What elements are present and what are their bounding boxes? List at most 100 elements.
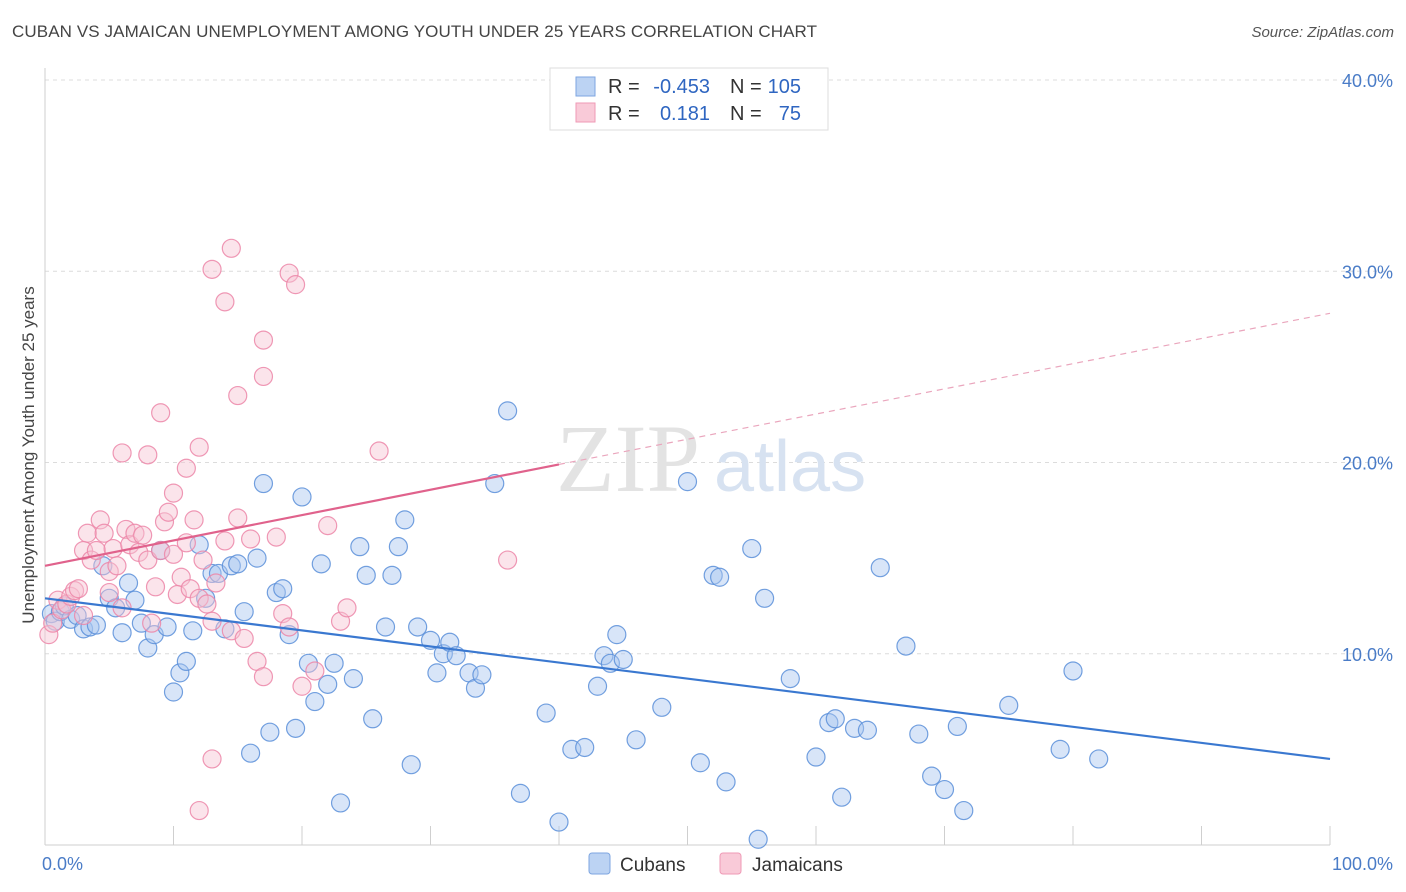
point-cubans [1050, 739, 1070, 759]
point-cubans [234, 602, 254, 622]
legend-r-label: R = [608, 76, 640, 98]
point-jamaicans [202, 611, 222, 631]
point-cubans [330, 793, 351, 813]
series-layer [39, 238, 1109, 849]
point-cubans [292, 487, 312, 507]
point-cubans [131, 613, 151, 633]
point-cubans [754, 588, 775, 608]
point-jamaicans [73, 605, 94, 626]
point-cubans [363, 709, 383, 729]
legend-r-label: R = [608, 103, 640, 125]
source-label: Source: ZipAtlas.com [1251, 24, 1394, 41]
point-cubans [388, 537, 408, 557]
point-cubans [510, 783, 531, 803]
legend-r-value: -0.453 [653, 76, 710, 98]
point-cubans [324, 653, 344, 673]
point-cubans [118, 573, 139, 593]
point-cubans [710, 567, 730, 587]
point-jamaicans [305, 661, 325, 681]
point-jamaicans [318, 516, 338, 536]
point-cubans [86, 615, 107, 635]
point-jamaicans [197, 594, 217, 614]
point-cubans [163, 682, 184, 702]
point-cubans [999, 695, 1019, 715]
point-jamaicans [176, 458, 196, 478]
point-cubans [690, 753, 710, 773]
point-jamaicans [498, 550, 518, 570]
point-cubans [832, 787, 852, 807]
point-jamaicans [151, 403, 171, 423]
point-cubans [716, 772, 736, 792]
point-jamaicans [228, 385, 248, 406]
point-cubans [298, 653, 319, 673]
point-cubans [870, 558, 890, 578]
point-cubans [652, 697, 672, 717]
point-jamaicans [68, 579, 89, 599]
point-jamaicans [133, 525, 153, 545]
series-cubans [41, 401, 1109, 849]
watermark: ZIP atlas [556, 405, 866, 512]
point-cubans [587, 676, 608, 696]
legend: R = -0.453 N = 105 R = 0.181 N = 75 [549, 67, 829, 131]
point-cubans [311, 554, 331, 574]
point-jamaicans [107, 556, 127, 576]
point-jamaicans [193, 550, 213, 570]
point-jamaicans [99, 582, 119, 603]
point-jamaicans [337, 598, 357, 618]
point-jamaicans [112, 443, 132, 463]
point-jamaicans [369, 441, 389, 461]
point-cubans [228, 554, 248, 574]
point-cubans [549, 812, 569, 832]
point-jamaicans [285, 275, 306, 295]
point-cubans [896, 636, 916, 656]
bottom-legend-swatch-jamaicans [719, 852, 742, 875]
point-jamaicans [215, 531, 235, 551]
y-axis-label: Unemployment Among Youth under 25 years [19, 286, 38, 623]
point-cubans [170, 663, 190, 683]
point-cubans [196, 588, 216, 608]
point-jamaicans [202, 749, 222, 769]
point-cubans [183, 621, 203, 641]
point-cubans [202, 563, 222, 584]
point-cubans [947, 716, 967, 737]
point-jamaicans [77, 523, 98, 543]
point-jamaicans [154, 512, 175, 532]
point-cubans [954, 800, 974, 821]
legend-n-label: N = [730, 76, 762, 98]
point-cubans [607, 625, 627, 645]
point-cubans [408, 617, 428, 637]
point-cubans [343, 669, 363, 689]
legend-swatch-jamaicans [575, 102, 596, 123]
point-jamaicans [39, 625, 59, 645]
point-jamaicans [163, 483, 184, 503]
point-cubans [1089, 749, 1109, 769]
point-jamaicans [221, 238, 241, 258]
point-cubans [498, 401, 518, 421]
chart-title: CUBAN VS JAMAICAN UNEMPLOYMENT AMONG YOU… [12, 22, 818, 41]
point-jamaicans [202, 259, 222, 279]
y-tick-label: 40.0% [1342, 71, 1393, 91]
point-cubans [677, 472, 698, 492]
legend-n-value: 75 [779, 103, 801, 125]
point-jamaicans [43, 613, 63, 633]
point-jamaicans [279, 263, 299, 283]
point-cubans [176, 651, 196, 672]
y-tick-label: 10.0% [1342, 645, 1393, 665]
point-cubans [934, 779, 955, 800]
point-cubans [253, 473, 274, 494]
point-cubans [427, 663, 447, 683]
point-jamaicans [94, 523, 114, 543]
x-tick-label: 0.0% [42, 854, 83, 874]
x-tick-labels: 0.0% 100.0% [42, 854, 1393, 874]
point-cubans [575, 737, 595, 758]
trend-extension-jamaicans [558, 312, 1331, 466]
point-jamaicans [253, 366, 274, 387]
point-cubans [626, 730, 646, 750]
y-tick-labels: 10.0% 20.0% 30.0% 40.0% [1342, 71, 1393, 665]
point-jamaicans [266, 527, 286, 547]
point-cubans [472, 665, 492, 685]
legend-n-value: 105 [768, 76, 801, 98]
point-jamaicans [151, 540, 171, 561]
point-jamaicans [138, 445, 158, 465]
point-cubans [806, 747, 826, 767]
